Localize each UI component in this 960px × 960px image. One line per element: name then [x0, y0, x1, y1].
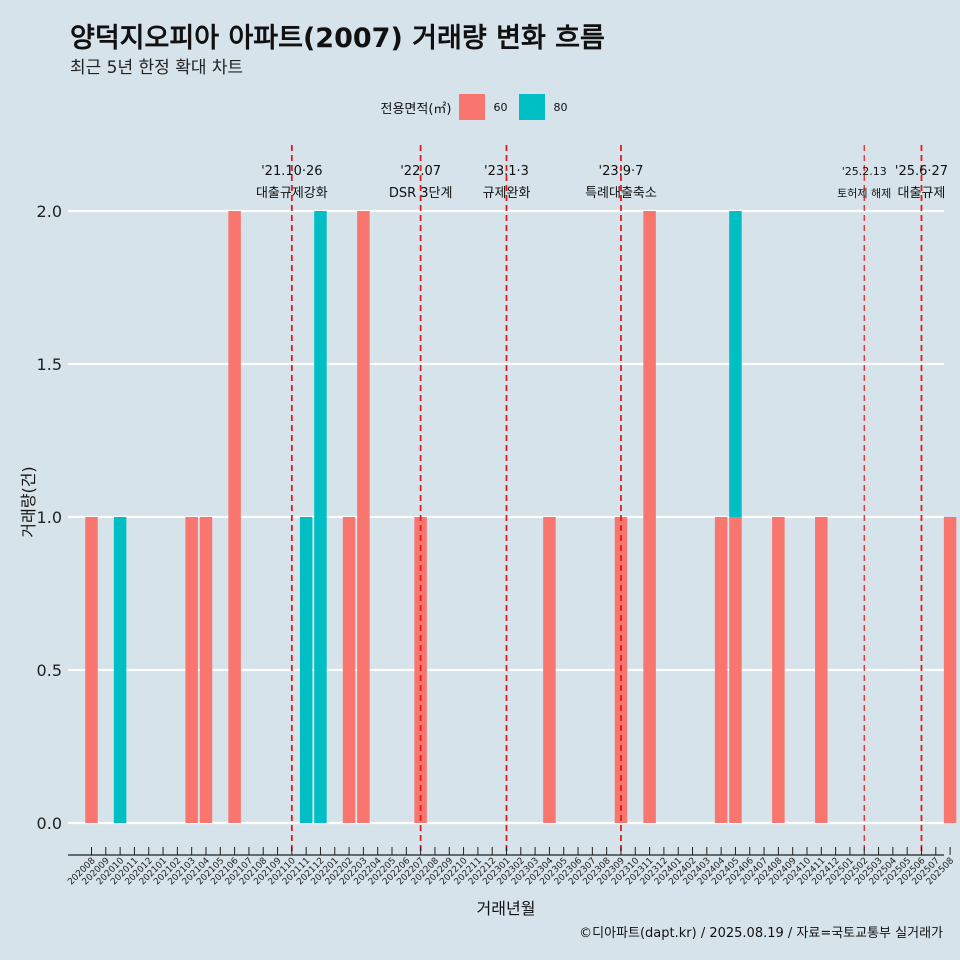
x-axis-title: 거래년월 [477, 899, 536, 918]
bar-60-202103 [185, 517, 198, 823]
bar-60-202304 [543, 517, 556, 823]
bar-60-202508 [943, 517, 957, 823]
y-tick-label: 1.5 [37, 355, 62, 374]
y-tick-label: 0.5 [37, 661, 62, 680]
legend-label-60: 60 [493, 100, 508, 114]
bar-60-202408 [772, 517, 785, 823]
y-tick-label: 2.0 [37, 202, 62, 221]
y-axis-title: 거래량(건) [19, 466, 38, 537]
bar-60-202405 [729, 517, 742, 823]
bar-60-202411 [815, 517, 828, 823]
event-date-label: '23.9·7 [599, 164, 644, 179]
event-label: 대출규제강화 [256, 186, 328, 201]
source-caption: ©디아파트(dapt.kr) / 2025.08.19 / 자료=국토교통부 실… [579, 926, 943, 941]
y-tick-label: 1.0 [37, 508, 62, 527]
chart-subtitle: 최근 5년 한정 확대 차트 [70, 58, 244, 78]
event-date-label: '25.6·27 [895, 164, 948, 179]
event-label: 토허제 해제 [837, 186, 891, 200]
bar-80-202111 [299, 517, 313, 823]
bar-60-202203 [357, 211, 370, 823]
bar-80-202010 [113, 517, 127, 823]
event-date-label: '25.2.13 [842, 165, 887, 178]
y-tick-label: 0.0 [37, 814, 62, 833]
event-label: 특례대출축소 [585, 186, 657, 201]
event-date-label: '21.10·26 [261, 164, 322, 179]
legend-label-80: 80 [553, 100, 568, 114]
bar-60-202104 [199, 517, 213, 823]
legend-title: 전용면적(㎡) [380, 101, 452, 117]
bar-60-202106 [228, 211, 241, 823]
legend: 전용면적(㎡) 60 80 [0, 93, 960, 121]
bar-60-202311 [643, 211, 656, 823]
bar-80-202405 [729, 211, 742, 517]
event-label: DSR 3단계 [389, 186, 453, 201]
bar-60-202008 [85, 517, 98, 823]
event-date-label: '23.1·3 [484, 164, 529, 179]
bar-80-202112 [314, 211, 327, 823]
bar-60-202202 [342, 517, 356, 823]
legend-swatch-60 [459, 94, 486, 120]
bar-60-202404 [714, 517, 728, 823]
event-label: 대출규제 [898, 186, 946, 201]
event-date-label: '22.07 [400, 164, 441, 179]
event-label: 규제완화 [483, 186, 531, 201]
legend-swatch-80 [519, 94, 546, 120]
chart-title: 양덕지오피아 아파트(2007) 거래량 변화 흐름 [70, 23, 605, 54]
